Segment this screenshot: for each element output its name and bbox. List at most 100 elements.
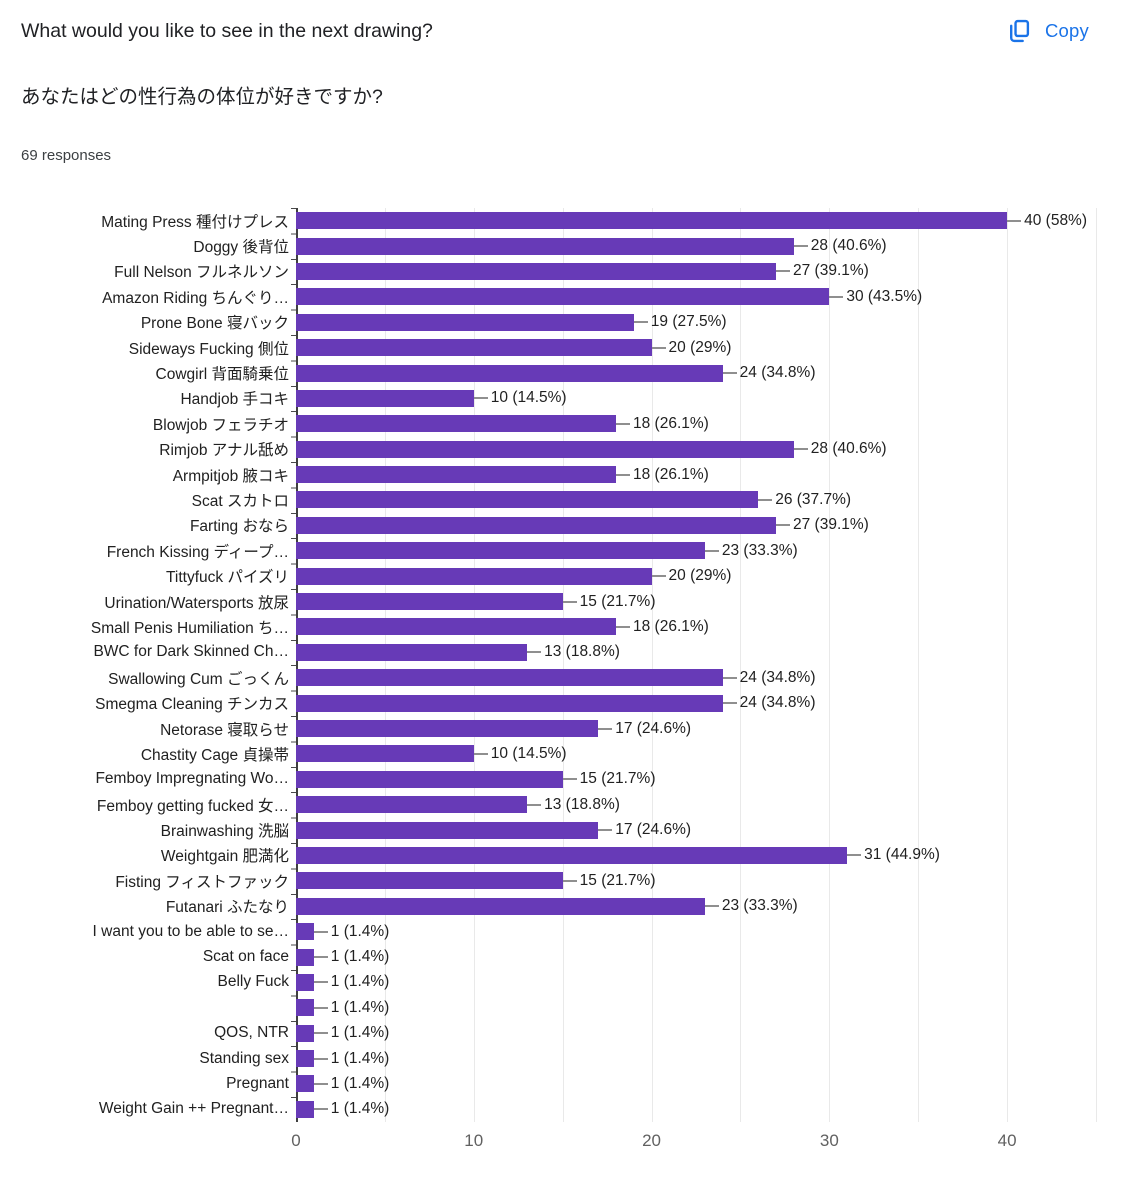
value-label: 40 (58%) xyxy=(1024,211,1088,229)
bar xyxy=(296,770,563,788)
callout-line xyxy=(562,778,577,781)
chart-row: Scat on face 1 (1.4%) xyxy=(0,944,1123,969)
callout-line xyxy=(793,245,808,248)
chart-row: Handjob 手コキ 10 (14.5%) xyxy=(0,386,1123,411)
bar-track: 40 (58%) xyxy=(296,211,1096,230)
value-label: 30 (43.5%) xyxy=(846,287,923,305)
bar-track: 24 (34.8%) xyxy=(296,669,1096,687)
chart-row: Swallowing Cum ごっくん 24 (34.8%) xyxy=(0,665,1123,690)
category-label: Weight Gain ++ Pregnant… xyxy=(98,1100,289,1118)
bar xyxy=(296,694,723,712)
value-label: 27 (39.1%) xyxy=(793,262,869,280)
x-axis-tick-label: 30 xyxy=(819,1131,839,1151)
bar xyxy=(296,516,776,534)
value-label: 18 (26.1%) xyxy=(633,465,709,483)
callout-line xyxy=(598,727,613,730)
category-label: Brainwashing 洗脳 xyxy=(160,823,289,841)
bar-track: 1 (1.4%) xyxy=(296,1100,1096,1118)
chart-row: Blowjob フェラチオ 18 (26.1%) xyxy=(0,411,1123,436)
bar-track: 13 (18.8%) xyxy=(296,795,1096,814)
bar-track: 1 (1.4%) xyxy=(296,999,1096,1017)
bar-track: 27 (39.1%) xyxy=(296,516,1096,534)
bar-chart: Mating Press 種付けプレス 40 (58%) Doggy 後背位 28 (… xyxy=(0,208,1123,1161)
chart-row: Armpitjob 腋コキ 18 (26.1%) xyxy=(0,462,1123,487)
category-label: I want you to be able to se… xyxy=(92,922,289,940)
value-label: 1 (1.4%) xyxy=(330,1074,390,1092)
category-label: Pregnant xyxy=(226,1074,289,1092)
category-label: Netorase 寝取らせ xyxy=(160,721,289,739)
callout-line xyxy=(473,752,488,755)
bar xyxy=(296,745,474,763)
callout-line xyxy=(776,270,790,273)
value-label: 28 (40.6%) xyxy=(810,237,887,255)
callout-line xyxy=(313,1032,328,1035)
bar xyxy=(296,262,776,280)
category-label: Cowgirl 背面騎乗位 xyxy=(155,366,289,384)
bar-track: 18 (26.1%) xyxy=(296,617,1096,636)
bar xyxy=(296,339,652,357)
y-axis-line xyxy=(296,208,298,1123)
value-label: 18 (26.1%) xyxy=(633,617,709,635)
bar-track: 31 (44.9%) xyxy=(296,846,1096,864)
category-label: Futanari ふたなり xyxy=(165,899,289,917)
callout-line xyxy=(616,473,630,476)
bar-track: 17 (24.6%) xyxy=(296,720,1096,737)
x-axis-tick-label: 0 xyxy=(291,1131,301,1151)
plot-area: Mating Press 種付けプレス 40 (58%) Doggy 後背位 28 (… xyxy=(0,208,1123,1123)
callout-line xyxy=(651,346,666,349)
bar xyxy=(296,872,563,890)
x-axis: 0 10 20 30 40 xyxy=(291,1131,1096,1161)
bar xyxy=(296,1075,314,1093)
value-label: 17 (24.6%) xyxy=(615,821,692,839)
value-label: 15 (21.7%) xyxy=(579,592,656,610)
chart-row: Sideways Fucking 側位 20 (29%) xyxy=(0,335,1123,360)
callout-line xyxy=(562,879,577,882)
value-label: 18 (26.1%) xyxy=(633,414,709,432)
value-label: 10 (14.5%) xyxy=(490,744,567,762)
category-label: Amazon Riding ちんぐり… xyxy=(102,289,289,307)
bar xyxy=(296,364,723,382)
callout-line xyxy=(776,524,790,527)
chart-row: Belly Fuck 1 (1.4%) xyxy=(0,970,1123,995)
category-label: Armpitjob 腋コキ xyxy=(172,467,289,485)
callout-line xyxy=(722,676,737,679)
category-label: Full Nelson フルネルソン xyxy=(114,264,289,282)
chart-row: Brainwashing 洗脳 17 (24.6%) xyxy=(0,817,1123,842)
chart-row: Prone Bone 寝バック 19 (27.5%) xyxy=(0,310,1123,335)
category-label: Chastity Cage 貞操帯 xyxy=(140,746,289,764)
category-label: Femboy Impregnating Wo… xyxy=(95,770,289,788)
bar xyxy=(296,618,616,636)
chart-row: Cowgirl 背面騎乗位 24 (34.8%) xyxy=(0,360,1123,385)
callout-line xyxy=(313,930,328,933)
chart-row: QOS, NTR 1 (1.4%) xyxy=(0,1021,1123,1046)
bar xyxy=(296,1050,314,1068)
value-label: 24 (34.8%) xyxy=(739,694,816,712)
value-label: 31 (44.9%) xyxy=(864,846,940,864)
chart-row: Tittyfuck パイズリ 20 (29%) xyxy=(0,563,1123,588)
copy-button[interactable]: Copy xyxy=(1002,14,1093,48)
callout-line xyxy=(704,549,719,552)
callout-line xyxy=(598,829,613,832)
value-label: 26 (37.7%) xyxy=(775,490,852,508)
bar-track: 13 (18.8%) xyxy=(296,643,1096,661)
category-label: Scat on face xyxy=(202,948,289,966)
category-label: BWC for Dark Skinned Ch… xyxy=(93,643,289,661)
value-label: 15 (21.7%) xyxy=(579,770,656,788)
callout-line xyxy=(829,295,844,298)
callout-line xyxy=(313,956,328,959)
callout-line xyxy=(722,702,737,705)
value-label: 28 (40.6%) xyxy=(810,440,887,458)
bar-track: 1 (1.4%) xyxy=(296,1024,1096,1042)
value-label: 13 (18.8%) xyxy=(544,795,620,813)
chart-row: Chastity Cage 貞操帯 10 (14.5%) xyxy=(0,741,1123,766)
bar xyxy=(296,567,652,585)
category-label: Urination/Watersports 放尿 xyxy=(104,594,289,612)
bar-track: 17 (24.6%) xyxy=(296,821,1096,839)
callout-line xyxy=(758,498,773,501)
value-label: 20 (29%) xyxy=(668,567,732,585)
chart-row: Full Nelson フルネルソン 27 (39.1%) xyxy=(0,259,1123,284)
chart-row: Futanari ふたなり 23 (33.3%) xyxy=(0,894,1123,919)
bar xyxy=(296,973,314,991)
category-label: Mating Press 種付けプレス xyxy=(101,213,289,231)
category-label: Belly Fuck xyxy=(217,973,290,991)
